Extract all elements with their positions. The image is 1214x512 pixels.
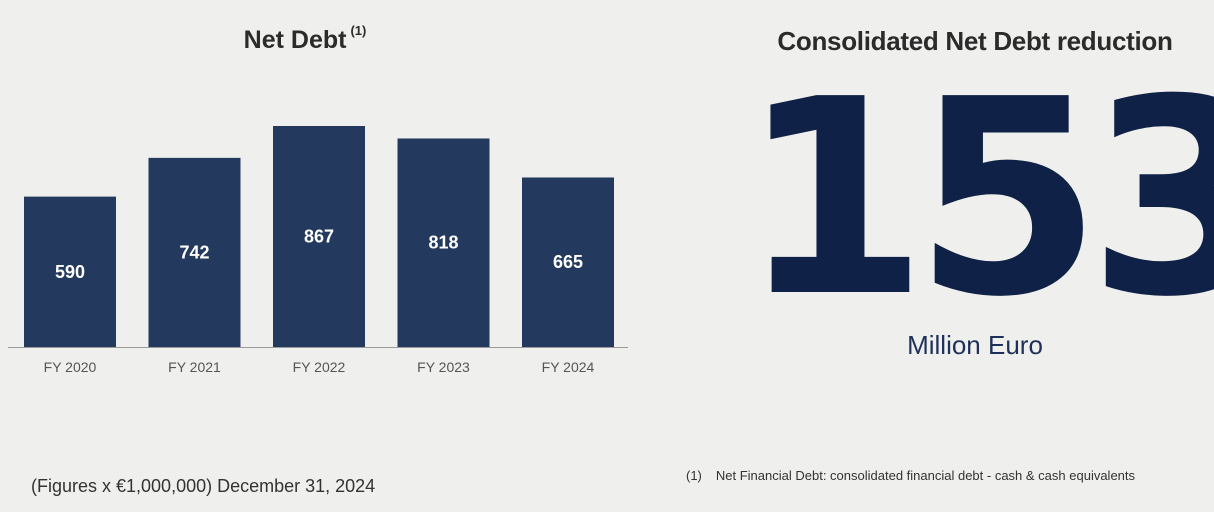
footnote-number: (1) xyxy=(686,468,702,483)
x-tick-label: FY 2022 xyxy=(293,359,346,375)
kpi-unit: Million Euro xyxy=(907,330,1043,360)
bar-value-label: 665 xyxy=(553,252,583,272)
bar-fy-2023 xyxy=(397,138,490,347)
chart-title-footnote-ref: (1) xyxy=(350,22,367,38)
bar-fy-2020 xyxy=(24,196,116,347)
chart-title-text: Net Debt xyxy=(243,26,347,54)
bar-fy-2021 xyxy=(148,157,241,347)
x-tick-label: FY 2020 xyxy=(44,359,97,375)
footnote-text: Net Financial Debt: consolidated financi… xyxy=(715,468,1136,483)
bar-fy-2022 xyxy=(273,126,365,347)
figures-note: (Figures x €1,000,000) December 31, 2024 xyxy=(31,476,376,496)
footnote: (1) Net Financial Debt: consolidated fina… xyxy=(686,468,1135,483)
bar-value-label: 742 xyxy=(179,242,209,262)
x-tick-label: FY 2024 xyxy=(542,359,595,375)
net-debt-bar-chart: 590 FY 2020 742 FY 2021 867 FY 2022 818 FY 2023… xyxy=(8,126,628,375)
bar-fy-2024 xyxy=(522,177,614,347)
x-tick-label: FY 2021 xyxy=(168,359,221,375)
bar-value-label: 818 xyxy=(428,233,458,253)
chart-title: Net Debt (1) xyxy=(0,22,610,55)
kpi-title: Consolidated Net Debt reduction xyxy=(777,26,1173,56)
x-tick-label: FY 2023 xyxy=(417,359,470,375)
bar-value-label: 590 xyxy=(55,262,85,282)
bar-value-label: 867 xyxy=(304,227,334,247)
kpi-value: 153 xyxy=(740,41,1214,356)
